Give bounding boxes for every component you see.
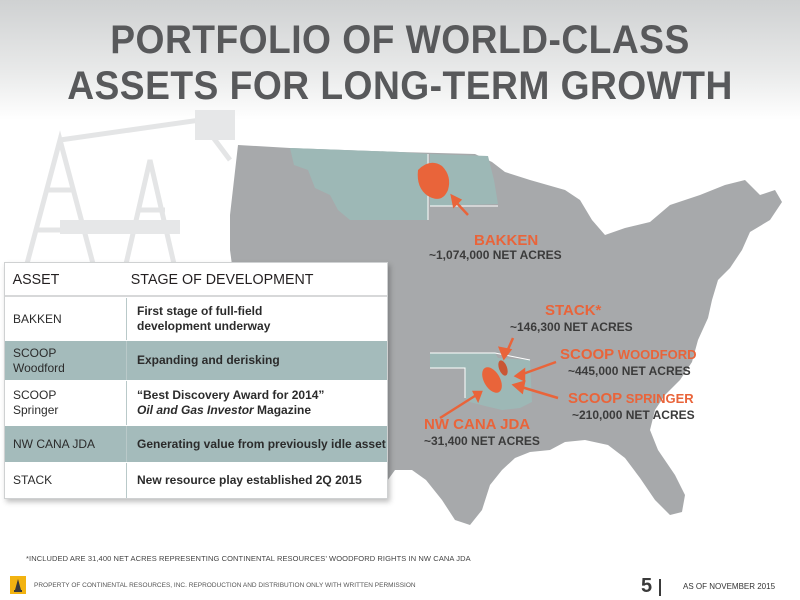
column-header-asset: ASSET (12, 270, 60, 288)
footnote: *INCLUDED ARE 31,400 NET ACRES REPRESENT… (26, 554, 471, 563)
asset-cell: STACK (5, 463, 127, 498)
montana-state (290, 148, 428, 220)
as-of-date: AS OF NOVEMBER 2015 (683, 582, 776, 591)
column-header-stage: STAGE OF DEVELOPMENT (130, 270, 314, 288)
scoop-woodford-acres: ~445,000 NET ACRES (568, 364, 691, 378)
table-row: NW CANA JDA Generating value from previo… (5, 425, 387, 462)
scoop-springer-label: SCOOP SPRINGER (568, 390, 694, 407)
scoop-play (482, 367, 502, 393)
stage-cell: “Best Discovery Award for 2014” Oil and … (137, 388, 325, 417)
footer-bar (0, 572, 800, 600)
asset-table: ASSET STAGE OF DEVELOPMENT BAKKEN First … (4, 262, 388, 499)
asset-cell: SCOOP Woodford (5, 341, 127, 380)
bakken-acres: ~1,074,000 NET ACRES (429, 248, 562, 262)
page-number: 5 (641, 575, 653, 597)
asset-cell: NW CANA JDA (5, 426, 127, 462)
asset-cell: BAKKEN (5, 298, 127, 340)
page-number-divider (659, 579, 661, 596)
asset-cell: SCOOP Springer (5, 381, 127, 425)
stage-cell: Generating value from previously idle as… (137, 436, 386, 451)
bakken-label: BAKKEN (474, 232, 539, 249)
stack-label: STACK* (545, 302, 602, 319)
table-row: SCOOP Springer “Best Discovery Award for … (5, 380, 387, 425)
nw-cana-jda-acres: ~31,400 NET ACRES (424, 434, 540, 448)
bakken-play (417, 162, 450, 199)
table-row: BAKKEN First stage of full-field develop… (5, 297, 387, 340)
nw-cana-jda-label: NW CANA JDA (424, 416, 531, 433)
scoop-springer-acres: ~210,000 NET ACRES (572, 408, 695, 422)
company-logo-icon (10, 576, 26, 594)
page-title-line-1: PORTFOLIO OF WORLD-CLASS (110, 18, 690, 62)
table-header: ASSET STAGE OF DEVELOPMENT (5, 263, 387, 297)
stack-acres: ~146,300 NET ACRES (510, 320, 633, 334)
stage-cell: New resource play established 2Q 2015 (137, 473, 362, 487)
footer-permission-text: PROPERTY OF CONTINENTAL RESOURCES, INC. … (34, 582, 416, 589)
oil-derrick-graphic (17, 110, 235, 290)
page-title-line-2: ASSETS FOR LONG-TERM GROWTH (67, 64, 733, 108)
title-band (0, 0, 800, 120)
stage-cell: First stage of full-field development un… (137, 304, 271, 333)
table-row: STACK New resource play established 2Q 2… (5, 462, 387, 498)
north-dakota-state (430, 154, 498, 206)
table-row: SCOOP Woodford Expanding and derisking (5, 340, 387, 380)
stack-play (498, 360, 508, 376)
scoop-woodford-label: SCOOP WOODFORD (560, 346, 697, 363)
stage-cell: Expanding and derisking (137, 353, 280, 367)
